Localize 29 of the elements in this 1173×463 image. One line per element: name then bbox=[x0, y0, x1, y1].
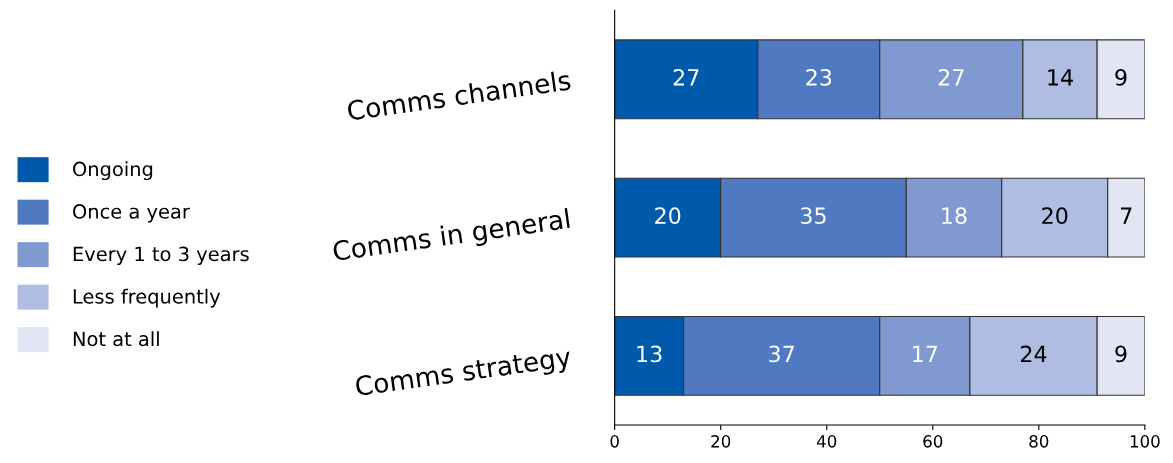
y-tick-label: Comms strategy bbox=[354, 346, 573, 402]
legend-label: Once a year bbox=[73, 204, 190, 223]
data-label: 7 bbox=[1121, 207, 1132, 224]
legend-label: Every 1 to 3 years bbox=[73, 246, 249, 266]
data-label: 9 bbox=[1115, 68, 1127, 86]
data-label: 35 bbox=[801, 207, 826, 225]
x-tick-label: 20 bbox=[711, 435, 731, 448]
x-tick-label: 80 bbox=[1029, 435, 1049, 448]
data-label: 17 bbox=[913, 345, 938, 363]
data-label: 20 bbox=[655, 207, 681, 225]
legend-label: Ongoing bbox=[73, 161, 153, 181]
data-label: 24 bbox=[1021, 345, 1047, 363]
x-tick-label: 100 bbox=[1130, 435, 1160, 448]
data-label: 20 bbox=[1042, 207, 1068, 225]
x-tick-label: 60 bbox=[923, 435, 943, 448]
y-tick-label: Comms channels bbox=[346, 69, 571, 121]
data-label: 37 bbox=[769, 345, 794, 363]
data-label: 27 bbox=[938, 68, 964, 86]
legend-label: Less frequently bbox=[73, 288, 221, 308]
data-label: 9 bbox=[1115, 345, 1127, 363]
y-tick-label: Comms in general bbox=[332, 207, 571, 267]
legend-label: Not at all bbox=[73, 331, 159, 347]
x-tick-label: 0 bbox=[610, 435, 619, 448]
x-tick-label: 40 bbox=[816, 435, 837, 448]
data-label: 23 bbox=[806, 68, 832, 86]
data-label: 18 bbox=[942, 207, 967, 225]
data-label: 13 bbox=[637, 345, 662, 363]
data-label: 14 bbox=[1048, 69, 1073, 86]
data-label: 27 bbox=[673, 68, 699, 86]
